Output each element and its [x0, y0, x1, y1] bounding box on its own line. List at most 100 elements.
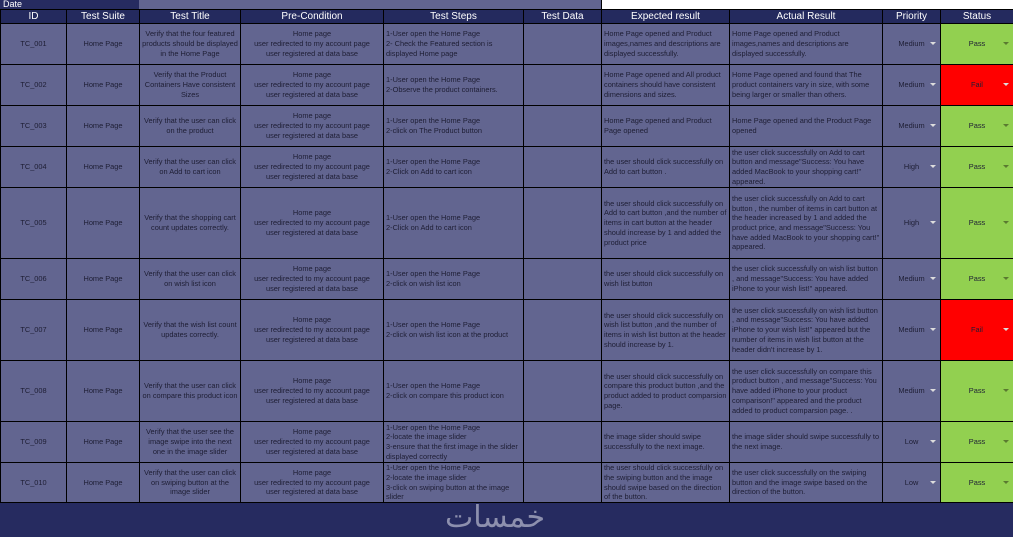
- cell-expected-result[interactable]: the user should click successfully on th…: [601, 462, 730, 503]
- cell-status[interactable]: Pass: [940, 187, 1013, 259]
- cell-actual-result[interactable]: Home Page opened and Product images,name…: [729, 23, 883, 65]
- dropdown-arrow-icon[interactable]: [1003, 83, 1009, 86]
- cell-actual-result[interactable]: the image slider should swipe successful…: [729, 421, 883, 463]
- dropdown-arrow-icon[interactable]: [930, 277, 936, 280]
- cell-expected-result[interactable]: the user should click successfully on co…: [601, 360, 730, 422]
- cell-test-title[interactable]: Verify that the Product Containers Have …: [139, 64, 241, 106]
- cell-test-data[interactable]: [523, 105, 602, 147]
- cell-id[interactable]: TC_010: [0, 462, 67, 503]
- dropdown-arrow-icon[interactable]: [1003, 42, 1009, 45]
- cell-actual-result[interactable]: Home Page opened and the Product Page op…: [729, 105, 883, 147]
- cell-test-suite[interactable]: Home Page: [66, 105, 140, 147]
- cell-pre-condition[interactable]: Home page user redirected to my account …: [240, 360, 384, 422]
- cell-test-data[interactable]: [523, 23, 602, 65]
- cell-status[interactable]: Fail: [940, 64, 1013, 106]
- cell-expected-result[interactable]: Home Page opened and All product contain…: [601, 64, 730, 106]
- cell-test-title[interactable]: Verify that the user can click on the pr…: [139, 105, 241, 147]
- dropdown-arrow-icon[interactable]: [930, 221, 936, 224]
- cell-status[interactable]: Pass: [940, 146, 1013, 188]
- cell-pre-condition[interactable]: Home page user redirected to my account …: [240, 299, 384, 361]
- cell-test-title[interactable]: Verify that the shopping cart count upda…: [139, 187, 241, 259]
- cell-pre-condition[interactable]: Home page user redirected to my account …: [240, 258, 384, 300]
- cell-id[interactable]: TC_009: [0, 421, 67, 463]
- cell-id[interactable]: TC_006: [0, 258, 67, 300]
- cell-test-data[interactable]: [523, 360, 602, 422]
- cell-test-data[interactable]: [523, 146, 602, 188]
- cell-test-steps[interactable]: 1-User open the Home Page 2-click on wis…: [383, 258, 524, 300]
- cell-test-steps[interactable]: 1-User open the Home Page 2-Click on Add…: [383, 146, 524, 188]
- cell-id[interactable]: TC_008: [0, 360, 67, 422]
- cell-status[interactable]: Pass: [940, 462, 1013, 503]
- cell-test-data[interactable]: [523, 187, 602, 259]
- cell-expected-result[interactable]: the user should click successfully on wi…: [601, 299, 730, 361]
- cell-id[interactable]: TC_003: [0, 105, 67, 147]
- cell-actual-result[interactable]: Home Page opened and found that The prod…: [729, 64, 883, 106]
- cell-test-suite[interactable]: Home Page: [66, 299, 140, 361]
- cell-test-data[interactable]: [523, 421, 602, 463]
- cell-status[interactable]: Pass: [940, 105, 1013, 147]
- dropdown-arrow-icon[interactable]: [1003, 277, 1009, 280]
- cell-test-title[interactable]: Verify that the user can click on compar…: [139, 360, 241, 422]
- cell-expected-result[interactable]: the user should click successfully on wi…: [601, 258, 730, 300]
- dropdown-arrow-icon[interactable]: [1003, 221, 1009, 224]
- cell-expected-result[interactable]: Home Page opened and Product Page opened: [601, 105, 730, 147]
- dropdown-arrow-icon[interactable]: [1003, 165, 1009, 168]
- dropdown-arrow-icon[interactable]: [930, 389, 936, 392]
- cell-priority[interactable]: Medium: [882, 360, 941, 422]
- cell-actual-result[interactable]: the user click successfully on wish list…: [729, 258, 883, 300]
- cell-priority[interactable]: High: [882, 146, 941, 188]
- cell-test-suite[interactable]: Home Page: [66, 146, 140, 188]
- cell-actual-result[interactable]: the user click successfully on Add to ca…: [729, 187, 883, 259]
- cell-test-title[interactable]: Verify that the wish list count updates …: [139, 299, 241, 361]
- cell-pre-condition[interactable]: Home page user redirected to my account …: [240, 187, 384, 259]
- cell-status[interactable]: Pass: [940, 360, 1013, 422]
- cell-status[interactable]: Fail: [940, 299, 1013, 361]
- cell-priority[interactable]: Medium: [882, 64, 941, 106]
- cell-test-title[interactable]: Verify that the user see the image swipe…: [139, 421, 241, 463]
- dropdown-arrow-icon[interactable]: [930, 83, 936, 86]
- cell-test-title[interactable]: Verify that the user can click on swipin…: [139, 462, 241, 503]
- dropdown-arrow-icon[interactable]: [930, 440, 936, 443]
- cell-test-title[interactable]: Verify that the user can click on wish l…: [139, 258, 241, 300]
- cell-actual-result[interactable]: the user click successfully on compare t…: [729, 360, 883, 422]
- cell-expected-result[interactable]: Home Page opened and Product images,name…: [601, 23, 730, 65]
- cell-test-suite[interactable]: Home Page: [66, 64, 140, 106]
- cell-test-steps[interactable]: 1-User open the Home Page 2-locate the i…: [383, 421, 524, 463]
- cell-expected-result[interactable]: the user should click successfully on Ad…: [601, 146, 730, 188]
- dropdown-arrow-icon[interactable]: [930, 328, 936, 331]
- cell-pre-condition[interactable]: Home page user redirected to my account …: [240, 64, 384, 106]
- dropdown-arrow-icon[interactable]: [1003, 440, 1009, 443]
- cell-id[interactable]: TC_002: [0, 64, 67, 106]
- dropdown-arrow-icon[interactable]: [1003, 124, 1009, 127]
- cell-pre-condition[interactable]: Home page user redirected to my account …: [240, 421, 384, 463]
- cell-test-suite[interactable]: Home Page: [66, 360, 140, 422]
- cell-test-suite[interactable]: Home Page: [66, 462, 140, 503]
- cell-test-title[interactable]: Verify that the four featured products s…: [139, 23, 241, 65]
- cell-pre-condition[interactable]: Home page user redirected to my account …: [240, 23, 384, 65]
- cell-id[interactable]: TC_005: [0, 187, 67, 259]
- cell-test-suite[interactable]: Home Page: [66, 421, 140, 463]
- cell-test-steps[interactable]: 1-User open the Home Page 2-locate the i…: [383, 462, 524, 503]
- cell-test-data[interactable]: [523, 462, 602, 503]
- dropdown-arrow-icon[interactable]: [930, 124, 936, 127]
- dropdown-arrow-icon[interactable]: [930, 42, 936, 45]
- cell-id[interactable]: TC_001: [0, 23, 67, 65]
- cell-test-data[interactable]: [523, 64, 602, 106]
- dropdown-arrow-icon[interactable]: [1003, 389, 1009, 392]
- cell-test-steps[interactable]: 1-User open the Home Page 2-click on com…: [383, 360, 524, 422]
- cell-test-suite[interactable]: Home Page: [66, 23, 140, 65]
- cell-priority[interactable]: Medium: [882, 258, 941, 300]
- cell-priority[interactable]: Medium: [882, 23, 941, 65]
- dropdown-arrow-icon[interactable]: [1003, 480, 1009, 484]
- cell-pre-condition[interactable]: Home page user redirected to my account …: [240, 146, 384, 188]
- cell-test-steps[interactable]: 1-User open the Home Page 2- Check the F…: [383, 23, 524, 65]
- cell-test-steps[interactable]: 1-User open the Home Page 2-Click on Add…: [383, 187, 524, 259]
- cell-priority[interactable]: Medium: [882, 105, 941, 147]
- cell-status[interactable]: Pass: [940, 421, 1013, 463]
- cell-priority[interactable]: High: [882, 187, 941, 259]
- dropdown-arrow-icon[interactable]: [930, 480, 936, 484]
- cell-id[interactable]: TC_004: [0, 146, 67, 188]
- cell-test-steps[interactable]: 1-User open the Home Page 2-click on wis…: [383, 299, 524, 361]
- cell-test-data[interactable]: [523, 299, 602, 361]
- cell-pre-condition[interactable]: Home page user redirected to my account …: [240, 105, 384, 147]
